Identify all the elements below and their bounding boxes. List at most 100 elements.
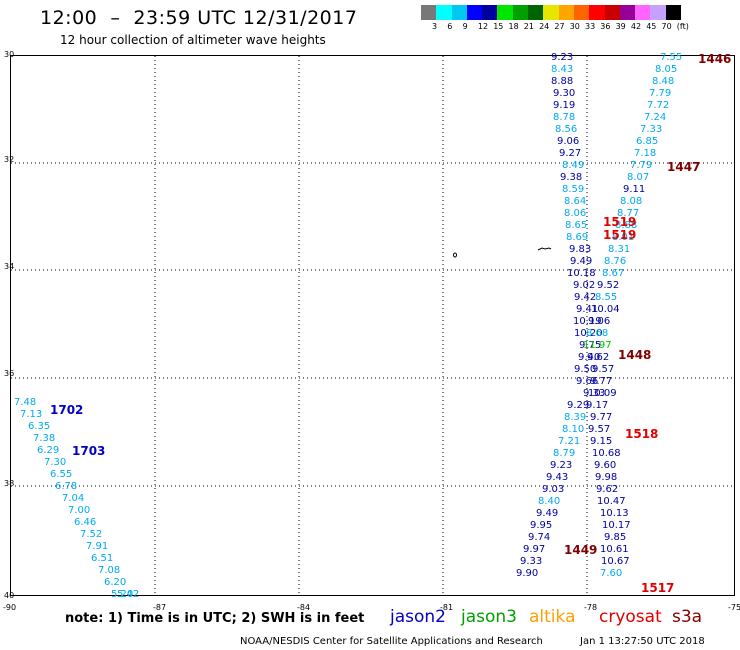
latitude-label: 40 [4, 591, 15, 600]
legend-label: 18 [508, 22, 519, 31]
wave-height-value: 8.05 [655, 64, 678, 75]
wave-height-value: 7.60 [600, 568, 623, 579]
wave-height-value: 7.52 [80, 529, 103, 540]
pass-number-label: 1517 [641, 581, 675, 595]
wave-height-value: 8.06 [564, 208, 587, 219]
legend-swatch [436, 5, 452, 20]
legend-label: 27 [554, 22, 565, 31]
wave-height-value: 9.38 [560, 172, 583, 183]
legend-swatch [573, 5, 590, 20]
wave-height-value: 9.60 [594, 460, 617, 471]
wave-height-value: 10.17 [602, 520, 631, 531]
wave-height-value: 6.78 [55, 481, 78, 492]
wave-height-value: 9.43 [546, 472, 569, 483]
wave-height-value: 8.48 [652, 76, 675, 87]
wave-height-value: 8.40 [538, 496, 561, 507]
legend-swatch [497, 5, 513, 20]
legend-label: 6 [447, 22, 453, 31]
wave-height-value: 8.01 [612, 232, 635, 243]
legend-swatch [466, 5, 483, 20]
wave-height-value: 9.50 [574, 364, 597, 375]
wave-height-value: 9.03 [542, 484, 565, 495]
wave-height-value: 6.46 [74, 517, 97, 528]
pass-number-label: 1449 [564, 543, 598, 557]
wave-height-value: 10.13 [600, 508, 629, 519]
wave-height-value: 8.56 [555, 124, 578, 135]
map-title: 12:00 – 23:59 UTC 12/31/2017 [40, 7, 358, 29]
wave-height-value: 8.68 [586, 328, 609, 339]
pass-number-label: 1518 [625, 427, 659, 441]
longitude-label: -75 [728, 603, 740, 612]
legend-swatch [650, 5, 666, 20]
pass-number-label: 1702 [50, 403, 84, 417]
wave-height-value: 9.90 [516, 568, 539, 579]
latitude-label: 30 [4, 50, 15, 59]
wave-height-value: 7.18 [634, 148, 657, 159]
pass-number-label: 1446 [698, 52, 732, 66]
wave-height-value: 9.17 [586, 400, 609, 411]
latitude-label: 38 [4, 479, 15, 488]
wave-height-value: 11.97 [583, 340, 612, 351]
legend-label: 42 [630, 22, 642, 31]
legend-label: 36 [600, 22, 611, 31]
wave-height-value: 7.30 [44, 457, 67, 468]
wave-height-value: 9.62 [596, 484, 619, 495]
wave-height-value: 5.42 [117, 589, 140, 600]
wave-height-value: 10.68 [592, 448, 621, 459]
wave-height-value: 8.67 [602, 268, 625, 279]
wave-height-value: 6.20 [104, 577, 127, 588]
wave-height-value: 9.40 [578, 352, 601, 363]
legend-swatch [558, 5, 574, 20]
wave-height-value: 9.41 [576, 304, 599, 315]
wave-height-value: 7.55 [660, 52, 683, 63]
legend-label: 12 [477, 22, 489, 31]
legend-swatch [619, 5, 636, 20]
wave-height-value: 9.83 [569, 244, 592, 255]
wave-height-value: 10.18 [567, 268, 596, 279]
wave-height-value: 9.49 [570, 256, 593, 267]
wave-height-value: 5.20 [111, 589, 134, 600]
wave-height-value: 10.20 [574, 328, 603, 339]
wave-height-value: 9.15 [590, 436, 613, 447]
latitude-label: 36 [4, 369, 15, 378]
wave-height-value: 9.77 [590, 412, 613, 423]
legend-label: 39 [615, 22, 626, 31]
wave-height-value: 8.65 [565, 220, 588, 231]
pass-number-label: 1447 [667, 160, 701, 174]
wave-height-value: 9.23 [551, 52, 574, 63]
wave-height-value: 8.76 [604, 256, 627, 267]
wave-height-value: 7.04 [62, 493, 85, 504]
latitude-label: 34 [4, 262, 15, 271]
wave-height-value: 6.35 [28, 421, 51, 432]
wave-height-value: 9.06 [557, 136, 580, 147]
wave-height-value: 7.21 [558, 436, 581, 447]
wave-height-value: 8.55 [595, 292, 618, 303]
wave-height-value: 7.72 [647, 100, 670, 111]
wave-height-value: 9.66 [576, 376, 599, 387]
wave-height-value: 7.48 [14, 397, 37, 408]
pass-number-label: 1703 [72, 444, 106, 458]
wave-height-value: 9.75 [579, 340, 602, 351]
wave-height-value: 7.79 [649, 88, 672, 99]
wave-height-value: 8.10 [562, 424, 585, 435]
wave-height-value: 9.19 [553, 100, 576, 111]
wave-height-value: 7.08 [98, 565, 121, 576]
wave-height-value: 8.64 [564, 196, 587, 207]
wave-height-value: 8.31 [608, 244, 631, 255]
wave-height-value: 10.04 [591, 304, 620, 315]
legend-swatch [589, 5, 605, 20]
legend-label: 33 [585, 22, 596, 31]
wave-height-value: 9.23 [550, 460, 573, 471]
wave-height-value: 10.09 [588, 388, 617, 399]
wave-height-value: 9.11 [623, 184, 646, 195]
wave-height-value: 8.88 [551, 76, 574, 87]
legend-swatch [635, 5, 651, 20]
wave-height-value: 8.07 [627, 172, 650, 183]
legend-swatch [604, 5, 620, 20]
legend-labels: 3 6 9 12 15 18 21 24 27 30 33 36 39 42 45 70 (ft) [421, 22, 740, 34]
legend-label: (ft) [676, 22, 689, 31]
wave-height-value: 7.24 [644, 112, 667, 123]
satellite-altika: altika [529, 607, 576, 627]
wave-height-value: 7.33 [640, 124, 663, 135]
wave-height-value: 10.67 [601, 556, 630, 567]
